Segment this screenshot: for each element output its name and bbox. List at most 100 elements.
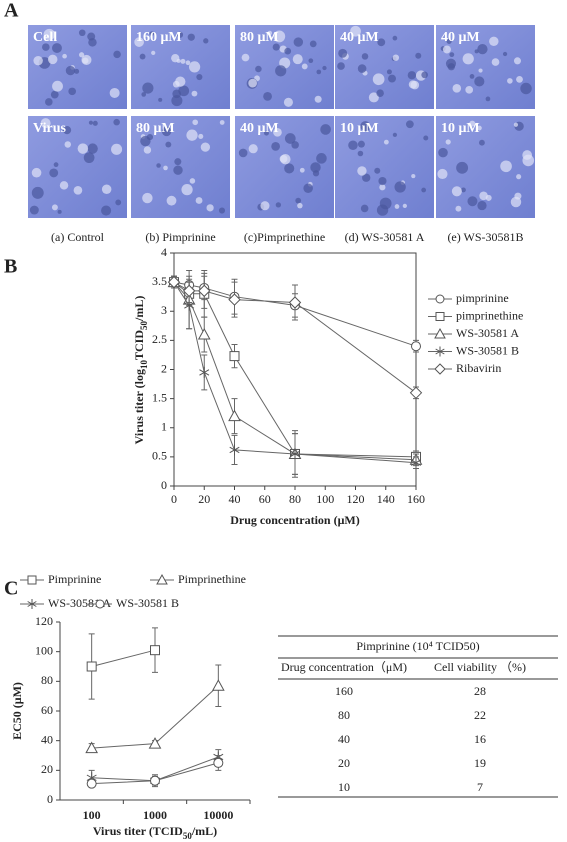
cell: [350, 25, 361, 37]
y-tick-label: 0: [47, 792, 53, 806]
cell: [176, 31, 184, 38]
marker: [95, 599, 105, 609]
cell: [303, 183, 313, 194]
x-tick-label: 40: [229, 492, 241, 506]
x-tick-label: 10000: [203, 808, 233, 822]
cell: [513, 122, 519, 127]
x-tick-label: 0: [171, 492, 177, 506]
cell: [83, 152, 95, 164]
cell: [51, 204, 58, 211]
cell: [40, 118, 51, 129]
x-tick-label: 120: [347, 492, 365, 506]
cell: [407, 71, 417, 80]
cell: [348, 140, 358, 151]
cell: [49, 168, 59, 178]
x-tick-label: 80: [289, 492, 301, 506]
cell: [87, 143, 98, 154]
cell: [357, 150, 364, 157]
cell: [386, 69, 392, 75]
y-tick-label: 2.5: [152, 332, 167, 346]
photo-label: 40 μM: [240, 121, 279, 136]
marker: [213, 757, 224, 768]
photo-label: 40 μM: [340, 30, 379, 45]
cell: [299, 167, 305, 173]
cell: [337, 62, 345, 70]
cell: [309, 40, 317, 48]
cell: [29, 205, 39, 215]
cell: [421, 187, 427, 193]
cell: [316, 153, 327, 164]
cell: [73, 185, 83, 195]
cell: [78, 29, 86, 37]
cell: [322, 65, 327, 71]
cell: [260, 201, 270, 211]
cell: [388, 74, 396, 83]
cell: [43, 28, 56, 41]
legend-label: Ribavirin: [456, 361, 501, 375]
cell: [284, 133, 296, 144]
cell: [372, 73, 385, 86]
cell: [421, 71, 428, 79]
axis-label: Virus titer (log10TCID50/mL): [132, 296, 149, 445]
cell: [185, 60, 191, 66]
cell: [255, 65, 262, 73]
table-header: Cell viability （%): [434, 660, 526, 674]
cell: [410, 80, 420, 90]
cell: [379, 197, 392, 210]
cell: [275, 202, 282, 208]
cell: [283, 97, 293, 107]
cell: [57, 209, 62, 214]
cell: [449, 52, 455, 58]
y-tick-label: 4: [161, 245, 167, 259]
cell: [218, 207, 226, 214]
marker: [435, 294, 445, 304]
cell: [502, 51, 508, 57]
cell: [446, 38, 452, 44]
legend-label: WS-30581 B: [116, 596, 179, 610]
photo-caption: (a) Control: [51, 230, 105, 244]
cell: [392, 132, 398, 137]
y-tick-label: 1: [161, 420, 167, 434]
table-cell: 40: [338, 732, 350, 746]
photo: [335, 25, 434, 109]
cell: [52, 80, 63, 92]
x-tick-label: 100: [316, 492, 334, 506]
cell: [47, 54, 58, 65]
cell: [158, 97, 163, 102]
cell: [291, 141, 299, 149]
x-tick-label: 60: [259, 492, 271, 506]
marker: [410, 457, 422, 469]
cell: [52, 43, 62, 54]
cell: [62, 126, 72, 135]
cell: [402, 203, 407, 208]
marker: [289, 448, 301, 460]
panel-label: B: [4, 256, 17, 278]
cell: [479, 139, 485, 146]
x-tick-label: 140: [377, 492, 395, 506]
cell: [111, 143, 123, 155]
cell: [474, 76, 485, 87]
y-tick-label: 0: [161, 478, 167, 492]
photo-label: 80 μM: [240, 30, 279, 45]
cell: [314, 95, 322, 103]
cell: [394, 181, 406, 193]
cell: [469, 120, 476, 127]
marker: [86, 778, 97, 789]
marker: [211, 679, 225, 691]
photo-label: Cell: [33, 30, 57, 45]
cell: [187, 33, 195, 41]
cell: [139, 53, 146, 60]
cell: [77, 143, 89, 154]
marker: [434, 327, 446, 339]
cell: [360, 121, 371, 132]
marker: [27, 599, 37, 609]
cell: [513, 57, 522, 65]
cell: [88, 38, 97, 47]
cell: [392, 35, 398, 41]
cell: [59, 181, 69, 190]
cell: [275, 65, 287, 77]
cell: [196, 73, 203, 81]
series-line: [91, 649, 156, 667]
cell: [474, 49, 479, 54]
